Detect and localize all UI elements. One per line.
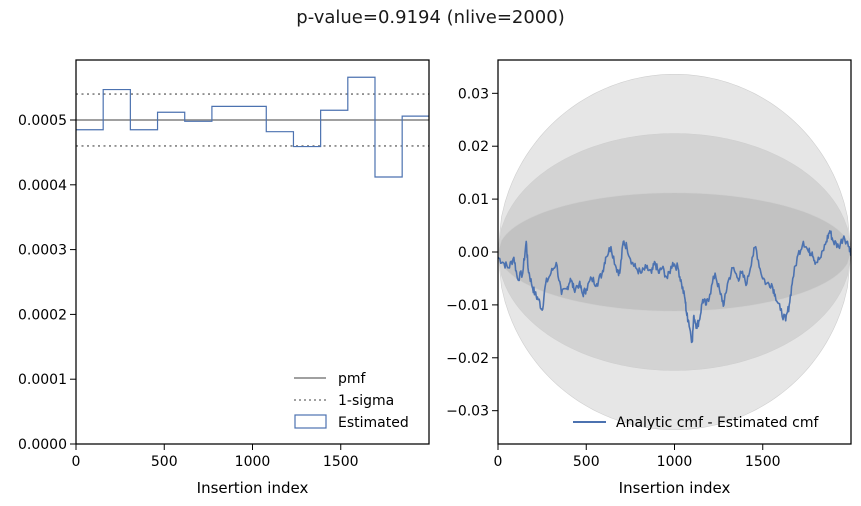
left-x-tick-label: 1000: [235, 454, 271, 470]
left-y-tick-label: 0.0002: [18, 307, 67, 323]
right-panel-cmf-difference: −0.03 −0.02 −0.01 0.00 0.01 0.02 0.03 0 500 1000…: [446, 59, 852, 497]
left-x-tick-label: 0: [72, 454, 81, 470]
legend-cmf-diff-label: Analytic cmf - Estimated cmf: [616, 415, 819, 431]
band-1-sigma: [498, 192, 851, 312]
legend-estimated-swatch: [294, 414, 327, 429]
legend-pmf-label: pmf: [338, 371, 367, 387]
page-title: p-value=0.9194 (nlive=2000): [296, 7, 565, 28]
right-x-tick-label: 1500: [745, 454, 781, 470]
right-x-tick-label: 0: [494, 454, 503, 470]
left-y-tick-label: 0.0003: [18, 243, 67, 259]
right-y-tick-label: 0.01: [458, 192, 489, 208]
left-x-tick-label: 1500: [323, 454, 359, 470]
legend-estimated-label: Estimated: [338, 415, 409, 431]
left-panel-pmf: 0.0000 0.0001 0.0002 0.0003 0.0004 0.0005 0 50…: [18, 59, 430, 497]
right-y-tick-label: 0.02: [458, 139, 489, 155]
left-y-tick-label: 0.0004: [18, 178, 67, 194]
right-y-tick-label: −0.01: [446, 298, 489, 314]
legend-sigma-label: 1-sigma: [338, 393, 394, 409]
right-legend: Analytic cmf - Estimated cmf: [573, 415, 819, 431]
left-axes-frame: [75, 59, 430, 445]
left-x-axis-label: Insertion index: [197, 479, 309, 497]
left-y-tick-label: 0.0005: [18, 113, 67, 129]
right-x-tick-label: 500: [573, 454, 600, 470]
right-x-tick-label: 1000: [657, 454, 693, 470]
left-x-tick-label: 500: [151, 454, 178, 470]
estimated-step-line: [76, 76, 429, 178]
right-y-tick-label: 0.03: [458, 86, 489, 102]
right-x-axis-label: Insertion index: [619, 479, 731, 497]
left-legend: pmf 1-sigma Estimated: [294, 371, 409, 431]
left-y-tick-label: 0.0000: [18, 437, 67, 453]
cmf-difference-line: [498, 230, 851, 344]
right-y-tick-label: −0.03: [446, 404, 489, 420]
left-y-tick-label: 0.0001: [18, 372, 67, 388]
right-y-tick-label: 0.00: [458, 245, 489, 261]
right-y-tick-label: −0.02: [446, 351, 489, 367]
